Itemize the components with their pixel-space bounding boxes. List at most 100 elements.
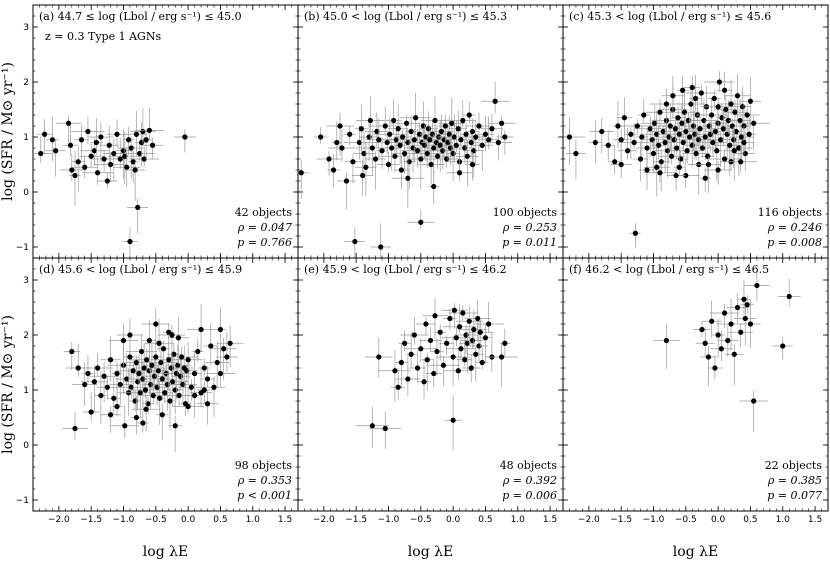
data-point — [392, 368, 398, 374]
data-point — [358, 126, 364, 132]
data-point — [437, 329, 443, 335]
data-point — [736, 145, 742, 151]
data-point — [670, 93, 676, 99]
data-point — [167, 398, 173, 404]
data-point — [195, 348, 201, 355]
data-point — [431, 145, 437, 151]
data-point — [628, 131, 634, 137]
data-point — [462, 357, 468, 363]
data-point — [78, 137, 85, 143]
data-point — [721, 156, 728, 162]
data-point — [427, 337, 434, 344]
data-point — [714, 148, 720, 154]
data-point — [387, 131, 393, 137]
data-point — [644, 167, 650, 173]
data-point — [650, 150, 657, 157]
data-point — [663, 337, 670, 344]
panel-title: (e) 45.9 < log (Lbol / erg s⁻¹) ≤ 46.2 — [304, 263, 507, 276]
data-point — [120, 148, 127, 154]
data-point — [444, 156, 450, 162]
data-point — [169, 332, 175, 338]
data-point — [479, 142, 485, 148]
data-point — [702, 340, 708, 346]
data-point — [95, 170, 101, 176]
data-point — [652, 120, 658, 126]
data-point — [657, 170, 663, 176]
data-point — [476, 123, 482, 129]
data-point — [676, 164, 682, 170]
data-point — [692, 95, 699, 102]
panel-frame — [562, 257, 829, 512]
x-tick-label: −0.5 — [410, 515, 432, 525]
data-point — [700, 145, 706, 151]
data-point — [159, 412, 165, 418]
data-point — [637, 156, 644, 162]
data-point — [132, 167, 138, 173]
data-point — [184, 368, 190, 374]
data-point — [680, 139, 686, 146]
data-point — [466, 112, 472, 118]
data-point — [712, 128, 719, 135]
object-count: 100 objects — [493, 206, 558, 219]
data-point — [72, 172, 78, 179]
x-tick-label: −2.0 — [48, 515, 70, 525]
data-point — [423, 321, 429, 327]
data-point — [153, 321, 159, 327]
x-tick-label: −0.5 — [675, 515, 697, 525]
data-point — [450, 417, 456, 423]
panel-b: (b) 45.0 < log (Lbol / erg s⁻¹) ≤ 45.3 10… — [297, 4, 564, 259]
data-point — [188, 384, 194, 390]
x-axis-label: log λE — [408, 544, 453, 560]
data-point — [372, 156, 379, 162]
panel-c: (c) 45.3 < log (Lbol / erg s⁻¹) ≤ 45.6 11… — [562, 4, 829, 259]
data-point — [690, 123, 697, 129]
data-point — [660, 128, 666, 135]
data-point — [135, 379, 141, 385]
data-point — [450, 354, 456, 360]
data-point — [88, 409, 94, 415]
data-point — [170, 379, 176, 385]
data-point — [731, 137, 737, 143]
data-point — [709, 112, 715, 118]
data-point — [124, 164, 130, 170]
data-point — [644, 145, 650, 151]
object-count: 116 objects — [758, 206, 823, 219]
data-point — [420, 123, 426, 129]
data-point — [625, 148, 631, 154]
data-point — [715, 104, 721, 110]
p-value: p < 0.001 — [237, 489, 292, 502]
data-point — [392, 153, 398, 159]
y-tick-label: 0 — [23, 188, 29, 198]
data-point — [751, 120, 757, 126]
data-point — [734, 304, 741, 311]
data-point — [460, 310, 466, 316]
data-point — [343, 178, 350, 184]
data-point — [122, 153, 128, 159]
data-point — [177, 373, 183, 379]
data-point — [450, 150, 456, 157]
data-point — [104, 178, 110, 184]
data-point — [361, 150, 367, 157]
data-point — [724, 131, 730, 137]
data-point — [671, 137, 677, 143]
data-point — [127, 354, 133, 360]
data-point — [204, 376, 211, 382]
data-point — [182, 134, 188, 140]
data-point — [502, 134, 508, 140]
data-point — [128, 145, 134, 151]
data-point — [198, 326, 204, 333]
data-point — [185, 403, 191, 410]
data-point — [631, 139, 637, 146]
data-point — [405, 139, 411, 146]
data-point — [157, 395, 163, 401]
data-point — [405, 376, 411, 382]
data-point — [366, 134, 372, 140]
data-point — [744, 112, 750, 118]
data-point — [369, 423, 375, 429]
data-point — [693, 150, 699, 157]
data-point — [428, 161, 434, 168]
data-point — [473, 351, 479, 357]
data-point — [712, 365, 718, 371]
data-point — [144, 357, 150, 363]
